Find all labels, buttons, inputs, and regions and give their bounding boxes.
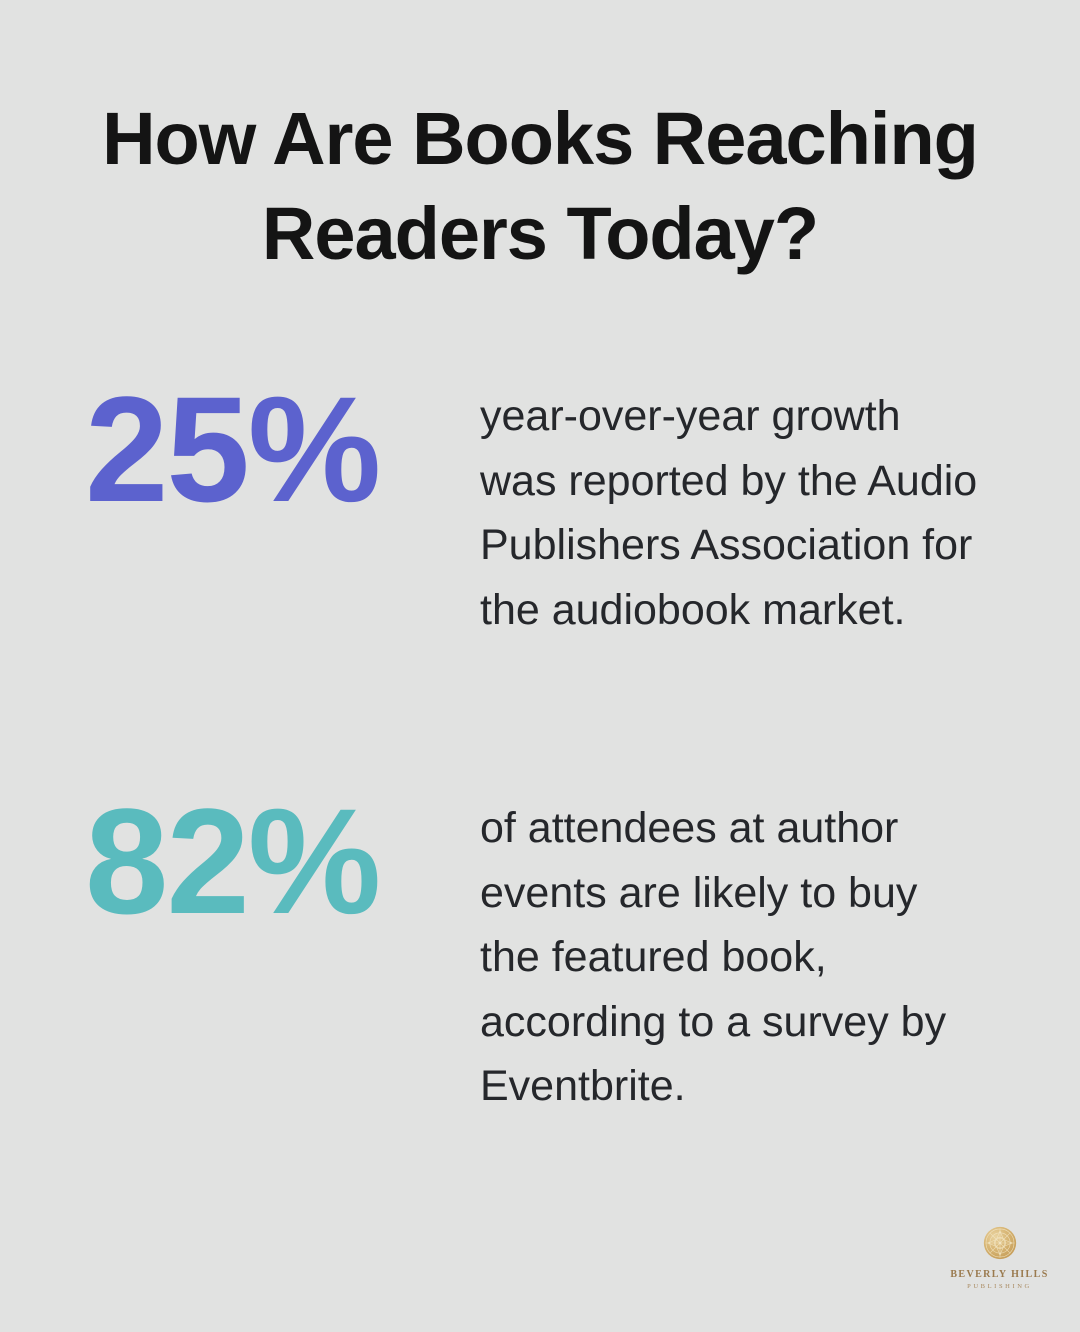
stat-value-25-percent: 25%: [85, 365, 381, 533]
publisher-brand-subtitle: PUBLISHING: [967, 1283, 1032, 1290]
page-title: How Are Books Reaching Readers Today?: [102, 97, 979, 275]
gold-medallion-icon: [983, 1226, 1016, 1260]
stat-description-author-events: of attendees at author events are likely…: [480, 804, 947, 1110]
stat-row-author-events: 82% of attendees at author events are li…: [85, 777, 995, 1119]
stat-value-82-percent: 82%: [85, 777, 381, 945]
stat-row-audiobook-growth: 25% year-over-year growth was reported b…: [85, 365, 995, 642]
publisher-logo: BEVERLY HILLS PUBLISHING: [937, 1226, 1062, 1290]
stat-description-audiobook-growth: year-over-year growth was reported by th…: [480, 392, 978, 634]
publisher-brand-name: BEVERLY HILLS: [950, 1269, 1049, 1280]
